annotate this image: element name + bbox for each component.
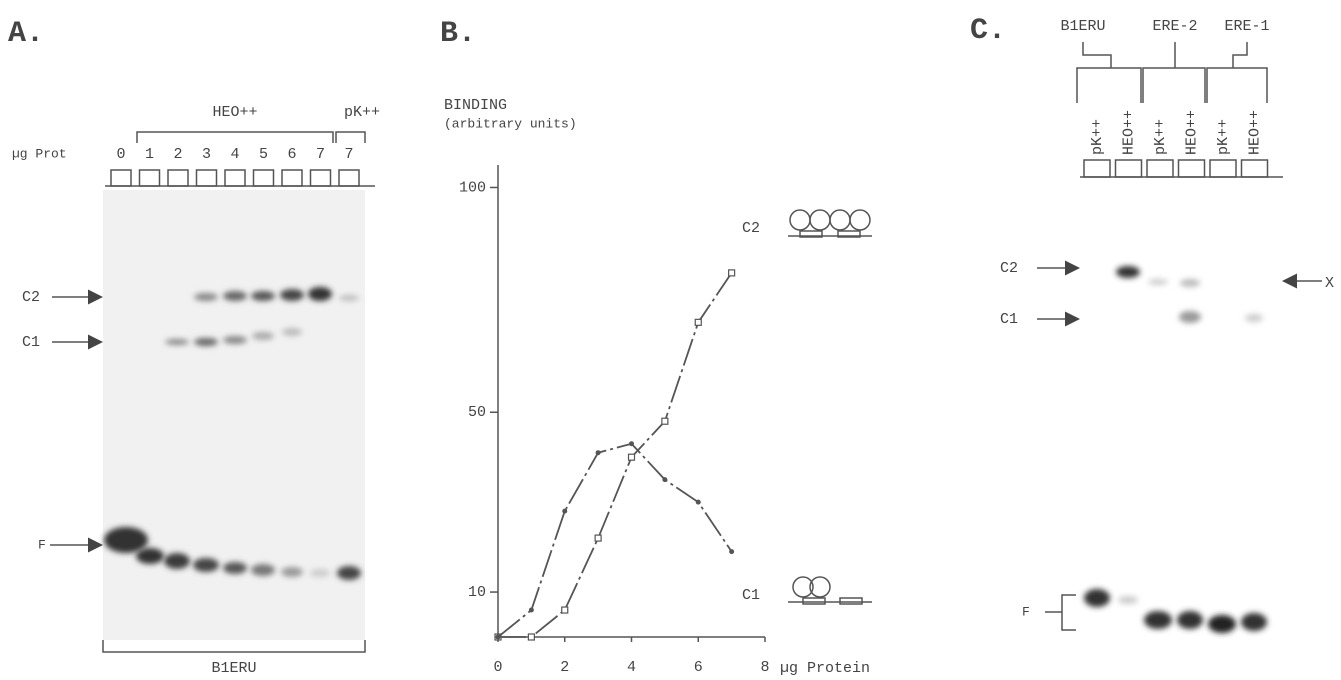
- band-label: C1: [1000, 311, 1018, 328]
- bands: [1084, 266, 1267, 633]
- y-tick-label: 100: [459, 179, 486, 196]
- marker: [562, 607, 568, 613]
- group-label: pK++: [344, 104, 380, 121]
- band-label: C2: [22, 289, 40, 306]
- marker: [529, 608, 534, 613]
- well: [1179, 160, 1205, 177]
- y-axis-label: BINDING: [444, 97, 507, 114]
- marker: [729, 549, 734, 554]
- group-label: HEO++: [212, 104, 257, 121]
- lane-label: 7: [316, 146, 325, 163]
- marker: [695, 319, 701, 325]
- marker: [496, 635, 501, 640]
- well: [225, 170, 245, 186]
- lane-label: pK++: [1152, 119, 1169, 155]
- lane-label: 3: [202, 146, 211, 163]
- probe-label: B1ERU: [211, 660, 256, 677]
- series-line: [498, 273, 732, 637]
- probe-label: B1ERU: [1060, 18, 1105, 35]
- well: [311, 170, 331, 186]
- well: [1210, 160, 1236, 177]
- panel-b: B. BINDING (arbitrary units) µg Protein …: [440, 17, 872, 677]
- well: [1116, 160, 1142, 177]
- well: [1084, 160, 1110, 177]
- panel-letter: C.: [970, 14, 1006, 48]
- marker: [562, 509, 567, 514]
- lane-label: pK++: [1089, 119, 1106, 155]
- well: [197, 170, 217, 186]
- probe-label: ERE-2: [1152, 18, 1197, 35]
- panel-c: C. B1ERU ERE-2 ERE-1 C2 C1 F X pK++ HEO++…: [970, 14, 1334, 633]
- lane-label: 6: [287, 146, 296, 163]
- marker: [696, 500, 701, 505]
- well: [140, 170, 160, 186]
- lane-label: pK++: [1215, 119, 1232, 155]
- lane-label: HEO++: [1183, 110, 1200, 155]
- marker: [662, 418, 668, 424]
- x-tick-label: 6: [694, 659, 703, 676]
- x-tick-label: 0: [493, 659, 502, 676]
- band-label: F: [1022, 604, 1030, 619]
- well: [282, 170, 302, 186]
- lane-label: 2: [173, 146, 182, 163]
- panel-letter: B.: [440, 17, 476, 51]
- series-line: [498, 444, 732, 637]
- well: [1242, 160, 1268, 177]
- band-label: C1: [22, 334, 40, 351]
- figure: A. HEO++ pK++ µg Prot C2 C1 F B1ERU 0 1 2 3…: [0, 0, 1341, 680]
- lane-label: 5: [259, 146, 268, 163]
- bracket: [1045, 595, 1076, 630]
- marker: [595, 535, 601, 541]
- lane-label: HEO++: [1246, 110, 1263, 155]
- panel-a: A. HEO++ pK++ µg Prot C2 C1 F B1ERU 0 1 2 3…: [8, 17, 380, 677]
- bracket: [103, 640, 365, 652]
- lane-label: 7: [344, 146, 353, 163]
- panel-letter: A.: [8, 17, 44, 51]
- well: [111, 170, 131, 186]
- y-axis-label: (arbitrary units): [444, 116, 577, 131]
- well: [339, 170, 359, 186]
- marker: [662, 477, 667, 482]
- band-label: F: [38, 537, 46, 552]
- x-tick-label: 4: [627, 659, 636, 676]
- lane-label: HEO++: [1120, 110, 1137, 155]
- band-label: C2: [1000, 260, 1018, 277]
- lane-label: 4: [230, 146, 239, 163]
- lane-label: 0: [116, 146, 125, 163]
- axis-label: µg Prot: [12, 146, 67, 161]
- x-tick-label: 2: [560, 659, 569, 676]
- series-label: C2: [742, 220, 760, 237]
- marker: [729, 270, 735, 276]
- band-label: X: [1325, 275, 1334, 292]
- bracket: [1077, 42, 1267, 103]
- legend-icon: [788, 210, 872, 604]
- bracket: [137, 132, 365, 143]
- well: [168, 170, 188, 186]
- marker: [629, 454, 635, 460]
- marker: [596, 450, 601, 455]
- marker: [629, 441, 634, 446]
- well: [1147, 160, 1173, 177]
- x-axis-label: µg Protein: [780, 660, 870, 677]
- series-label: C1: [742, 587, 760, 604]
- marker: [528, 634, 534, 640]
- y-tick-label: 10: [468, 584, 486, 601]
- well: [254, 170, 274, 186]
- lane-label: 1: [145, 146, 154, 163]
- probe-label: ERE-1: [1224, 18, 1269, 35]
- y-tick-label: 50: [468, 404, 486, 421]
- x-tick-label: 8: [760, 659, 769, 676]
